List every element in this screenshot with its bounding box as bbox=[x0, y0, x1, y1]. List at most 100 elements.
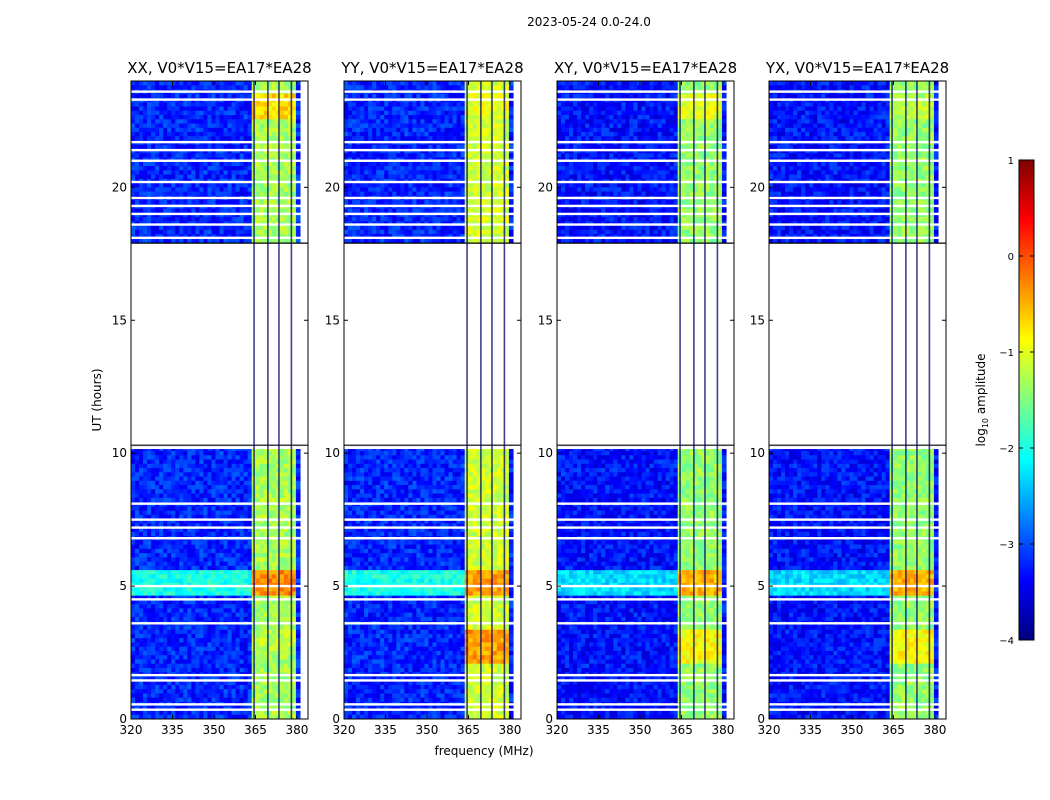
flagged-row bbox=[557, 502, 734, 505]
y-tick-label: 0 bbox=[119, 712, 127, 726]
y-tick-label: 15 bbox=[325, 313, 340, 327]
x-tick-label: 320 bbox=[120, 723, 143, 737]
x-tick-label: 365 bbox=[670, 723, 693, 737]
y-tick-label: 10 bbox=[750, 446, 765, 460]
flagged-row bbox=[344, 196, 521, 200]
y-tick-label: 20 bbox=[538, 180, 553, 194]
flagged-row bbox=[131, 180, 308, 184]
y-tick-label: 20 bbox=[750, 180, 765, 194]
flagged-row bbox=[557, 148, 734, 152]
flagged-row bbox=[557, 679, 734, 682]
flagged-row bbox=[557, 98, 734, 101]
y-tick-label: 10 bbox=[325, 446, 340, 460]
colorbar-label: log10 amplitude bbox=[974, 354, 990, 447]
y-tick-label: 15 bbox=[750, 313, 765, 327]
flagged-row bbox=[344, 140, 521, 144]
x-tick-label: 350 bbox=[629, 723, 652, 737]
flagged-row bbox=[344, 584, 521, 588]
flagged-row bbox=[344, 622, 521, 625]
flagged-row bbox=[344, 180, 521, 184]
y-tick-label: 20 bbox=[325, 180, 340, 194]
flagged-row bbox=[769, 148, 946, 152]
channel-edge bbox=[679, 81, 681, 719]
flagged-row bbox=[344, 236, 521, 240]
panel-3: YX, V0*V15=EA17*EA28 320 335 350 365 380 0 5 10 1… bbox=[750, 59, 949, 737]
channel-edge bbox=[503, 81, 506, 719]
x-tick-label: 365 bbox=[457, 723, 480, 737]
channel-edge bbox=[491, 81, 493, 719]
x-tick-label: 350 bbox=[416, 723, 439, 737]
x-tick-label: 335 bbox=[161, 723, 184, 737]
flagged-row bbox=[769, 159, 946, 162]
flagged-row bbox=[557, 598, 734, 601]
channel-edge bbox=[278, 81, 280, 719]
flagged-row bbox=[131, 502, 308, 505]
flagged-row bbox=[557, 90, 734, 93]
flagged-row bbox=[131, 90, 308, 93]
flagged-row bbox=[557, 446, 734, 450]
figure-title: 2023-05-24 0.0-24.0 bbox=[527, 15, 651, 29]
flagged-row bbox=[131, 196, 308, 200]
channel-edge bbox=[928, 81, 931, 719]
y-tick-label: 15 bbox=[538, 313, 553, 327]
flagged-row bbox=[344, 673, 521, 677]
flagged-row bbox=[344, 708, 521, 711]
flagged-row bbox=[131, 673, 308, 677]
panel-frame bbox=[768, 80, 947, 720]
waterfall-image bbox=[131, 81, 308, 719]
flagged-row bbox=[769, 90, 946, 93]
flagged-row bbox=[769, 223, 946, 226]
y-tick-label: 15 bbox=[112, 313, 127, 327]
no-data-span bbox=[131, 243, 308, 446]
channel-edge bbox=[253, 81, 255, 719]
channel-edge bbox=[916, 81, 918, 719]
x-tick-label: 350 bbox=[203, 723, 226, 737]
x-tick-label: 350 bbox=[841, 723, 864, 737]
colorbar: 1 0 −1 −2 −3 −4 log10 amplitude bbox=[974, 156, 1035, 647]
no-data-span bbox=[557, 243, 734, 446]
no-data-span bbox=[344, 243, 521, 446]
flagged-row bbox=[131, 223, 308, 226]
flagged-row bbox=[557, 140, 734, 144]
flagged-row bbox=[344, 98, 521, 101]
x-tick-label: 380 bbox=[923, 723, 946, 737]
panel-1: YY, V0*V15=EA17*EA28 320 335 350 365 380 0 5 10 1… bbox=[325, 59, 524, 737]
flagged-row bbox=[557, 537, 734, 540]
flagged-row bbox=[131, 236, 308, 240]
flagged-row bbox=[344, 148, 521, 152]
flagged-row bbox=[131, 148, 308, 152]
flagged-row bbox=[131, 598, 308, 601]
flagged-row bbox=[769, 526, 946, 529]
y-tick-label: 5 bbox=[545, 579, 553, 593]
channel-edge bbox=[267, 81, 269, 719]
x-tick-label: 335 bbox=[799, 723, 822, 737]
flagged-row bbox=[557, 622, 734, 625]
flagged-row bbox=[131, 679, 308, 682]
flagged-row bbox=[131, 159, 308, 162]
flagged-row bbox=[769, 446, 946, 450]
panel-frame bbox=[343, 80, 522, 720]
panel-group: XX, V0*V15=EA17*EA28 320 335 350 365 380 0 5 10 1… bbox=[112, 59, 949, 737]
x-tick-label: 320 bbox=[333, 723, 356, 737]
flagged-row bbox=[131, 622, 308, 625]
panel-2: XY, V0*V15=EA17*EA28 320 335 350 365 380 0 5 10 1… bbox=[538, 59, 737, 737]
waterfall-image bbox=[769, 81, 946, 719]
flagged-row bbox=[769, 204, 946, 208]
flagged-row bbox=[344, 212, 521, 216]
x-tick-label: 380 bbox=[711, 723, 734, 737]
flagged-row bbox=[769, 708, 946, 711]
flagged-row bbox=[557, 708, 734, 711]
flagged-row bbox=[769, 679, 946, 682]
flagged-row bbox=[344, 223, 521, 226]
x-tick-label: 365 bbox=[882, 723, 905, 737]
panel-frame bbox=[130, 80, 309, 720]
colorbar-tick-label: −2 bbox=[999, 444, 1014, 455]
channel-edge bbox=[891, 81, 893, 719]
flagged-row bbox=[131, 446, 308, 450]
flagged-row bbox=[769, 703, 946, 706]
y-tick-label: 0 bbox=[332, 712, 340, 726]
flagged-row bbox=[769, 518, 946, 521]
flagged-row bbox=[557, 223, 734, 226]
waterfall-image bbox=[557, 81, 734, 719]
